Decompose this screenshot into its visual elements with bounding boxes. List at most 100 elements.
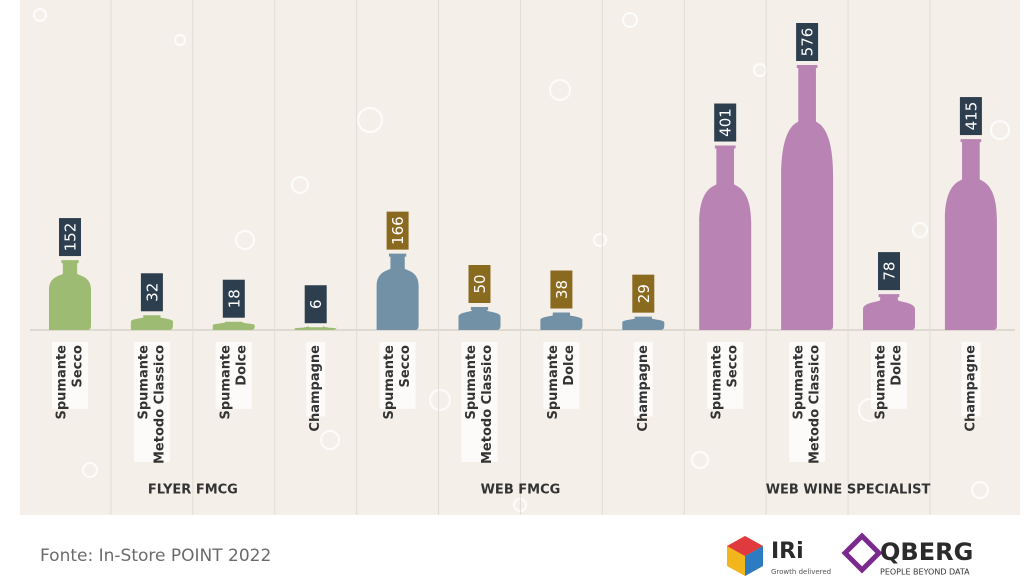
value-label-text: 32 — [143, 283, 161, 302]
bottle-bar — [212, 321, 255, 330]
value-label: 38 — [550, 270, 573, 309]
category-label-text: Champagne — [308, 345, 323, 432]
category-label: Spumante Dolce — [543, 342, 580, 420]
category-label-box — [306, 342, 326, 417]
category-label-text: Spumante — [136, 345, 151, 420]
value-label-box — [878, 252, 900, 291]
value-label-text: 166 — [389, 216, 407, 245]
value-label: 18 — [222, 279, 245, 318]
category-label-text: Spumante — [218, 345, 233, 420]
value-label-box — [304, 285, 327, 324]
category-label-box — [461, 342, 498, 462]
value-label-box — [714, 103, 737, 142]
value-label-box — [632, 274, 655, 313]
value-label-text: 415 — [962, 102, 980, 131]
value-label: 401 — [714, 103, 737, 142]
category-label-box — [707, 342, 744, 409]
category-label: Spumante Dolce — [871, 342, 907, 420]
category-label: Spumante Secco — [707, 342, 744, 420]
group-label: FLYER FMCG — [148, 483, 238, 498]
bottle-bar — [622, 316, 665, 330]
category-label-box — [961, 342, 981, 417]
category-label-box — [215, 342, 252, 409]
bottle-bar — [781, 65, 834, 330]
category-label-text: Spumante — [464, 345, 479, 420]
category-label: Spumante Metodo Classico — [133, 342, 170, 464]
category-label-text: Metodo Classico — [808, 345, 823, 464]
logo-name: IRi — [771, 539, 804, 564]
category-label-box — [633, 342, 653, 417]
category-label-box — [379, 342, 416, 409]
value-label: 32 — [140, 273, 163, 312]
source-note: Fonte: In-Store POINT 2022 — [40, 546, 271, 566]
category-label-text: Spumante — [55, 345, 70, 420]
logo-icon — [841, 532, 883, 574]
category-label-text: Dolce — [234, 345, 249, 386]
value-label: 50 — [468, 264, 491, 303]
value-label-text: 78 — [881, 262, 899, 281]
category-label-text: Secco — [726, 345, 741, 388]
category-label-text: Spumante — [792, 345, 807, 420]
bottle-bar — [376, 253, 419, 330]
category-label-text: Metodo Classico — [480, 345, 495, 464]
value-label-text: 50 — [471, 274, 489, 293]
value-label-text: 18 — [225, 289, 243, 308]
bottle-bar — [130, 315, 173, 330]
category-label: Spumante Metodo Classico — [789, 342, 826, 464]
category-label-text: Champagne — [963, 345, 978, 432]
bubbles — [33, 8, 1010, 512]
category-label-text: Secco — [71, 345, 86, 388]
logo-tagline: PEOPLE BEYOND DATA — [880, 568, 970, 577]
category-label: Spumante Dolce — [215, 342, 252, 420]
category-label-text: Metodo Classico — [152, 345, 167, 464]
value-label-box — [140, 273, 163, 312]
value-label-box — [796, 23, 819, 61]
iri-logo: IRi Growth delivered — [727, 536, 831, 576]
category-label: Spumante Metodo Classico — [461, 342, 498, 464]
value-label-text: 29 — [635, 284, 653, 303]
logo-icon — [745, 546, 763, 576]
category-label-text: Dolce — [890, 345, 905, 386]
category-label-text: Spumante — [546, 345, 561, 420]
category-label-text: Secco — [398, 345, 413, 388]
category-label-box — [871, 342, 907, 409]
value-label-box — [550, 270, 573, 309]
category-label: Spumante Secco — [379, 342, 416, 420]
logo-tagline: Growth delivered — [771, 568, 831, 576]
value-label-box — [468, 264, 491, 303]
group-label: WEB FMCG — [481, 483, 561, 498]
bottle-bar — [863, 294, 915, 330]
value-label-text: 38 — [553, 280, 571, 299]
qberg-logo: QBERG PEOPLE BEYOND DATA — [841, 532, 973, 577]
value-label: 6 — [304, 285, 327, 324]
bottle-bar — [699, 145, 752, 330]
value-label-text: 401 — [717, 108, 735, 137]
category-label: Champagne — [306, 342, 326, 432]
bottle-bar — [49, 260, 91, 330]
value-label: 576 — [796, 23, 819, 61]
category-label-box — [543, 342, 580, 409]
category-label: Spumante Secco — [52, 342, 88, 420]
bottle-bar — [294, 325, 337, 331]
value-label: 29 — [632, 274, 655, 313]
category-label-text: Spumante — [382, 345, 397, 420]
category-label: Champagne — [961, 342, 981, 432]
value-label-box — [959, 97, 982, 136]
category-label-box — [133, 342, 170, 462]
bottle-bar — [540, 312, 583, 330]
category-label-text: Champagne — [636, 345, 651, 432]
value-label-box — [386, 211, 409, 250]
category-label-text: Spumante — [710, 345, 725, 420]
category-label-box — [52, 342, 88, 409]
category-label-box — [789, 342, 826, 462]
value-label: 78 — [878, 252, 900, 291]
bottle-bar — [944, 139, 997, 330]
value-label-box — [222, 279, 245, 318]
value-label-text: 6 — [307, 299, 325, 309]
value-label-text: 152 — [62, 223, 80, 252]
value-label: 166 — [386, 211, 409, 250]
group-label: WEB WINE SPECIALIST — [766, 483, 931, 498]
category-label-text: Dolce — [562, 345, 577, 386]
